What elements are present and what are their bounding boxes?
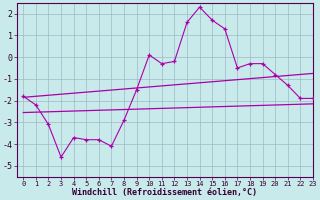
X-axis label: Windchill (Refroidissement éolien,°C): Windchill (Refroidissement éolien,°C) [72,188,258,197]
